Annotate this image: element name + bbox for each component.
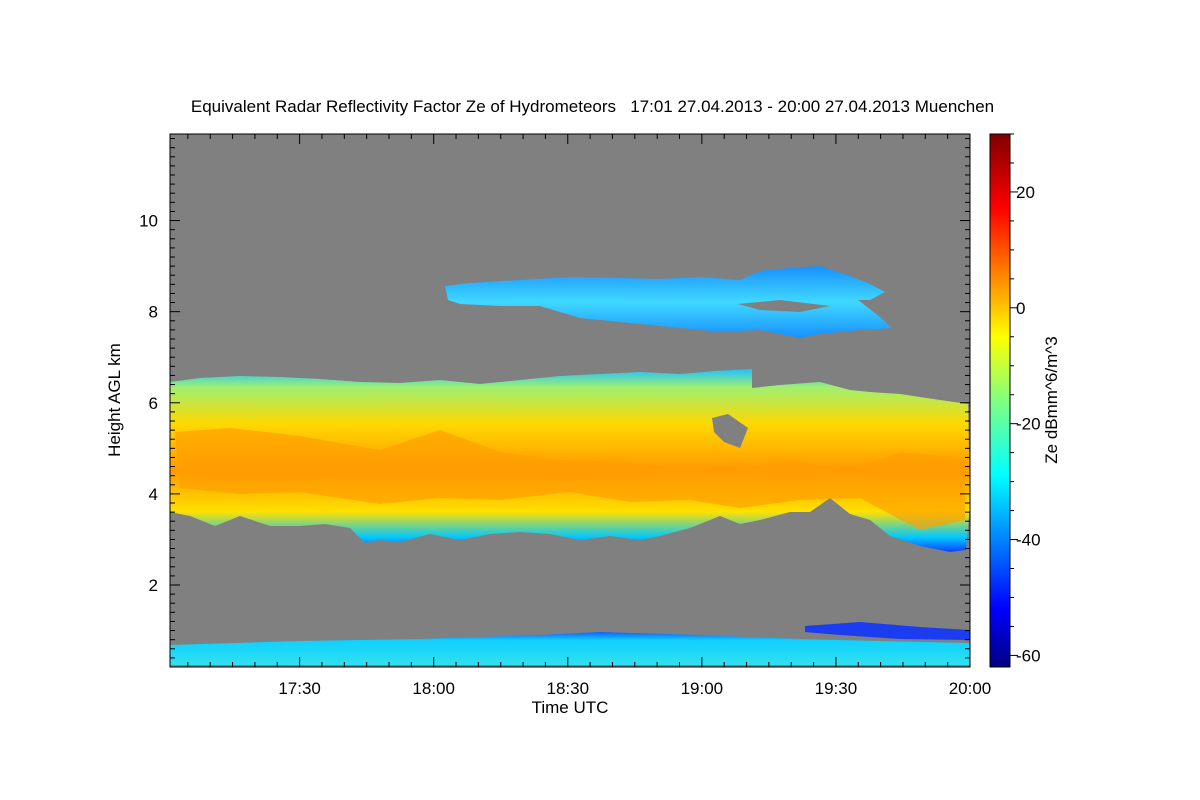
y-tick-label: 4 (149, 485, 158, 504)
boundary-layer-upper-echo (805, 622, 970, 640)
y-tick-label: 8 (149, 303, 158, 322)
y-tick-label: 2 (149, 576, 158, 595)
upper-cirrus-echo (445, 266, 892, 338)
x-tick-label: 18:30 (546, 679, 589, 698)
colorbar (989, 133, 1011, 668)
x-tick-label: 18:00 (412, 679, 455, 698)
mid-layer-gap (712, 414, 748, 448)
mid-level-layer-core (175, 428, 965, 530)
colorbar-tick-label: 20 (1016, 183, 1035, 202)
x-axis-label: Time UTC (531, 698, 609, 717)
colorbar-label: Ze dBmm^6/m^3 (1042, 336, 1061, 464)
x-tick-label: 19:00 (681, 679, 724, 698)
x-tick-label: 19:30 (815, 679, 858, 698)
colorbar-tick-label: -60 (1016, 646, 1041, 665)
x-tick-label: 20:00 (949, 679, 992, 698)
y-tick-label: 10 (139, 212, 158, 231)
x-axis: 17:30 18:00 18:30 19:00 19:30 20:00 (187, 134, 992, 698)
y-tick-label: 6 (149, 394, 158, 413)
colorbar-axis: 20 0 -20 -40 -60 (1010, 133, 1041, 665)
chart-title: Equivalent Radar Reflectivity Factor Ze … (190, 97, 995, 116)
x-tick-label: 17:30 (278, 679, 321, 698)
y-axis-label: Height AGL km (105, 343, 124, 457)
boundary-layer-echo (170, 632, 970, 665)
plot-frame (169, 133, 971, 668)
cirrus-gap (738, 300, 830, 312)
colorbar-tick-label: -20 (1016, 415, 1041, 434)
colorbar-tick-label: 0 (1016, 299, 1025, 318)
colorbar-tick-label: -40 (1016, 531, 1041, 550)
y-axis: 2 4 6 8 10 (139, 138, 970, 659)
